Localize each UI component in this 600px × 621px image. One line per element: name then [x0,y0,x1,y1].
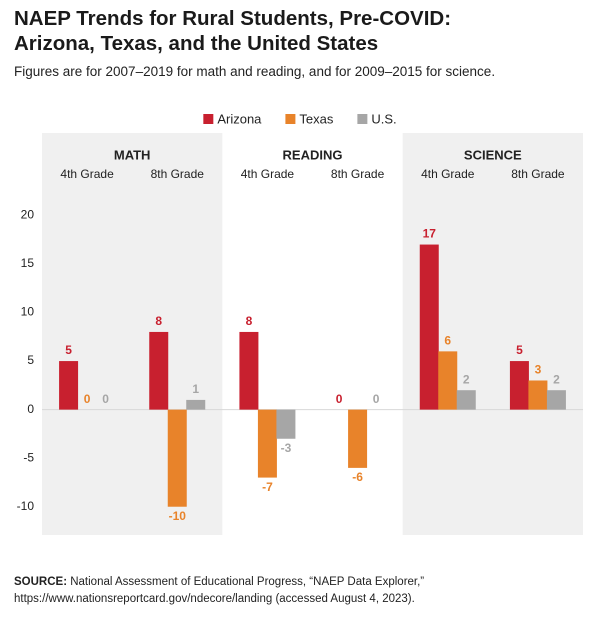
bar [149,331,169,410]
value-label: -7 [262,480,273,494]
group-label: MATH [114,147,151,162]
value-label: 8 [246,314,253,328]
value-label: 0 [373,392,380,406]
y-tick-label: 5 [27,353,34,367]
x-tick-label: 4th Grade [241,167,295,181]
legend-label: U.S. [371,111,396,126]
value-label: -6 [352,470,363,484]
bar [186,399,206,410]
y-tick-label: 0 [27,402,34,416]
bar [509,361,529,410]
value-label: 2 [553,372,560,386]
x-tick-label: 4th Grade [421,167,475,181]
legend-swatch [285,114,296,124]
value-label: 0 [336,392,343,406]
x-tick-label: 8th Grade [511,167,565,181]
value-label: 17 [423,227,437,241]
value-label: 1 [192,382,199,396]
bar [167,409,187,507]
panel-background [42,133,223,535]
y-tick-label: 15 [21,256,35,270]
group-label: SCIENCE [464,147,522,162]
bar [438,351,458,410]
legend-label: Texas [299,111,333,126]
bar [456,390,476,410]
bar [546,390,566,410]
legend-swatch [203,114,214,124]
x-tick-label: 8th Grade [331,167,385,181]
value-label: 5 [65,343,72,357]
bar [276,409,296,439]
bar [257,409,277,478]
value-label: -3 [281,441,292,455]
bar [528,380,548,410]
legend-label: Arizona [217,111,262,126]
bar [59,361,79,410]
y-tick-label: 20 [21,208,35,222]
legend-swatch [357,114,368,124]
value-label: 8 [155,314,162,328]
chart-subtitle: Figures are for 2007–2019 for math and r… [14,64,496,79]
value-label: 0 [102,392,109,406]
y-tick-label: -10 [17,499,35,513]
group-label: READING [283,147,343,162]
bar [348,409,368,468]
bar [239,331,259,410]
y-tick-label: 10 [21,305,35,319]
y-tick-label: -5 [23,450,34,464]
source-label: SOURCE: [14,576,68,588]
x-tick-label: 8th Grade [151,167,205,181]
source-note: SOURCE: National Assessment of Education… [14,574,594,608]
chart-title: NAEP Trends for Rural Students, Pre-COVI… [14,7,452,55]
value-label: -10 [169,509,187,523]
source-text: National Assessment of Educational Progr… [14,576,425,605]
value-label: 0 [84,392,91,406]
value-label: 6 [444,334,451,348]
value-label: 5 [516,343,523,357]
x-tick-label: 4th Grade [60,167,114,181]
value-label: 3 [535,363,542,377]
value-label: 2 [463,372,470,386]
bar [419,244,439,410]
